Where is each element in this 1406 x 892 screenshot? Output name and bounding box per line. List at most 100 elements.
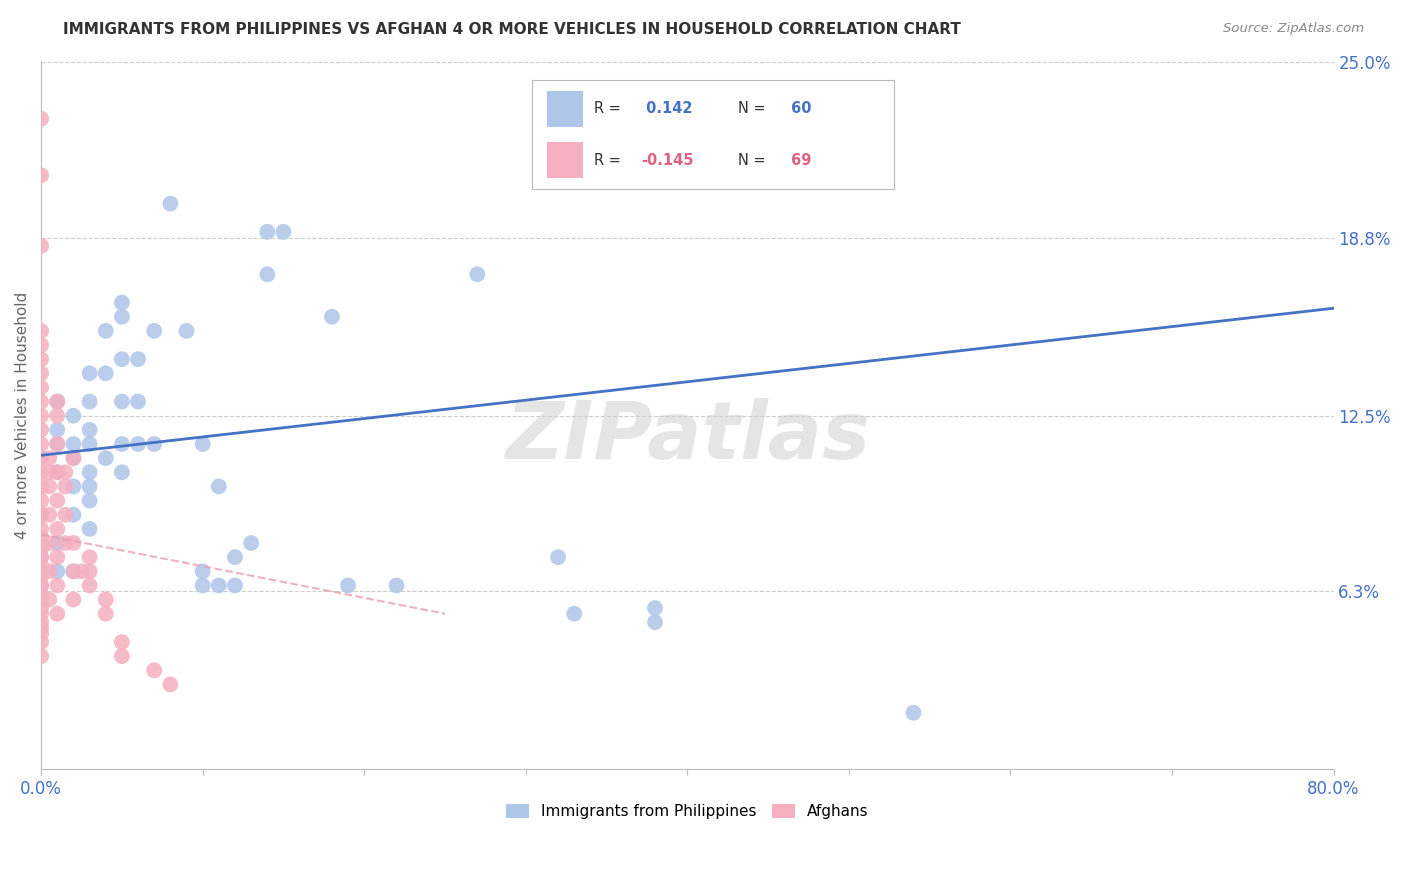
Point [46,394,69,409]
Point [127,437,149,451]
Point [30,451,52,466]
Point [30,635,52,649]
Point [176,324,198,338]
Point [191,564,214,578]
Point [30,570,52,584]
Y-axis label: 4 or more Vehicles in Household: 4 or more Vehicles in Household [15,292,30,540]
Point [30,394,52,409]
Legend: Immigrants from Philippines, Afghans: Immigrants from Philippines, Afghans [501,798,875,825]
Point [30,508,52,522]
Text: Source: ZipAtlas.com: Source: ZipAtlas.com [1223,22,1364,36]
Point [46,564,69,578]
Point [62,508,84,522]
Point [143,437,166,451]
Point [143,663,166,677]
Point [159,677,181,691]
Point [46,607,69,621]
Point [79,564,101,578]
Point [127,352,149,367]
Point [38,536,60,550]
Point [321,310,343,324]
Point [94,592,117,607]
Point [30,324,52,338]
Point [79,394,101,409]
Point [30,649,52,664]
Point [30,536,52,550]
Point [46,465,69,479]
Point [79,550,101,565]
Text: IMMIGRANTS FROM PHILIPPINES VS AFGHAN 4 OR MORE VEHICLES IN HOUSEHOLD CORRELATIO: IMMIGRANTS FROM PHILIPPINES VS AFGHAN 4 … [63,22,962,37]
Point [38,451,60,466]
Point [30,592,52,607]
Point [53,536,76,550]
Point [111,635,134,649]
Point [111,437,134,451]
Point [46,550,69,565]
Point [38,479,60,493]
Point [79,437,101,451]
Point [62,564,84,578]
Point [46,536,69,550]
Point [30,601,52,615]
Point [46,423,69,437]
Point [111,295,134,310]
Point [143,324,166,338]
Point [30,607,52,621]
Point [30,112,52,126]
Point [30,366,52,380]
Point [224,578,246,592]
Point [46,578,69,592]
Text: ZIPatlas: ZIPatlas [505,398,870,476]
Point [30,615,52,630]
Point [30,338,52,352]
Point [79,423,101,437]
Point [62,564,84,578]
Point [94,366,117,380]
Point [30,587,52,601]
Point [79,578,101,592]
Point [547,550,569,565]
Point [62,479,84,493]
Point [62,536,84,550]
Point [208,578,231,592]
Point [111,394,134,409]
Point [30,465,52,479]
Point [46,465,69,479]
Point [30,409,52,423]
Point [30,352,52,367]
Point [70,564,93,578]
Point [79,493,101,508]
Point [191,578,214,592]
Point [562,607,585,621]
Point [46,409,69,423]
Point [465,267,488,281]
Point [159,196,181,211]
Point [53,465,76,479]
Point [30,239,52,253]
Point [46,394,69,409]
Point [644,615,666,630]
Point [240,536,263,550]
Point [111,310,134,324]
Point [30,550,52,565]
Point [30,550,52,565]
Point [79,522,101,536]
Point [46,437,69,451]
Point [30,380,52,394]
Point [273,225,295,239]
Point [46,493,69,508]
Point [30,530,52,544]
Point [53,508,76,522]
Point [62,451,84,466]
Point [30,493,52,508]
Point [46,522,69,536]
Point [79,479,101,493]
Point [30,508,52,522]
Point [62,451,84,466]
Point [30,451,52,466]
Point [38,465,60,479]
Point [30,479,52,493]
Point [30,564,52,578]
Point [62,409,84,423]
Point [53,479,76,493]
